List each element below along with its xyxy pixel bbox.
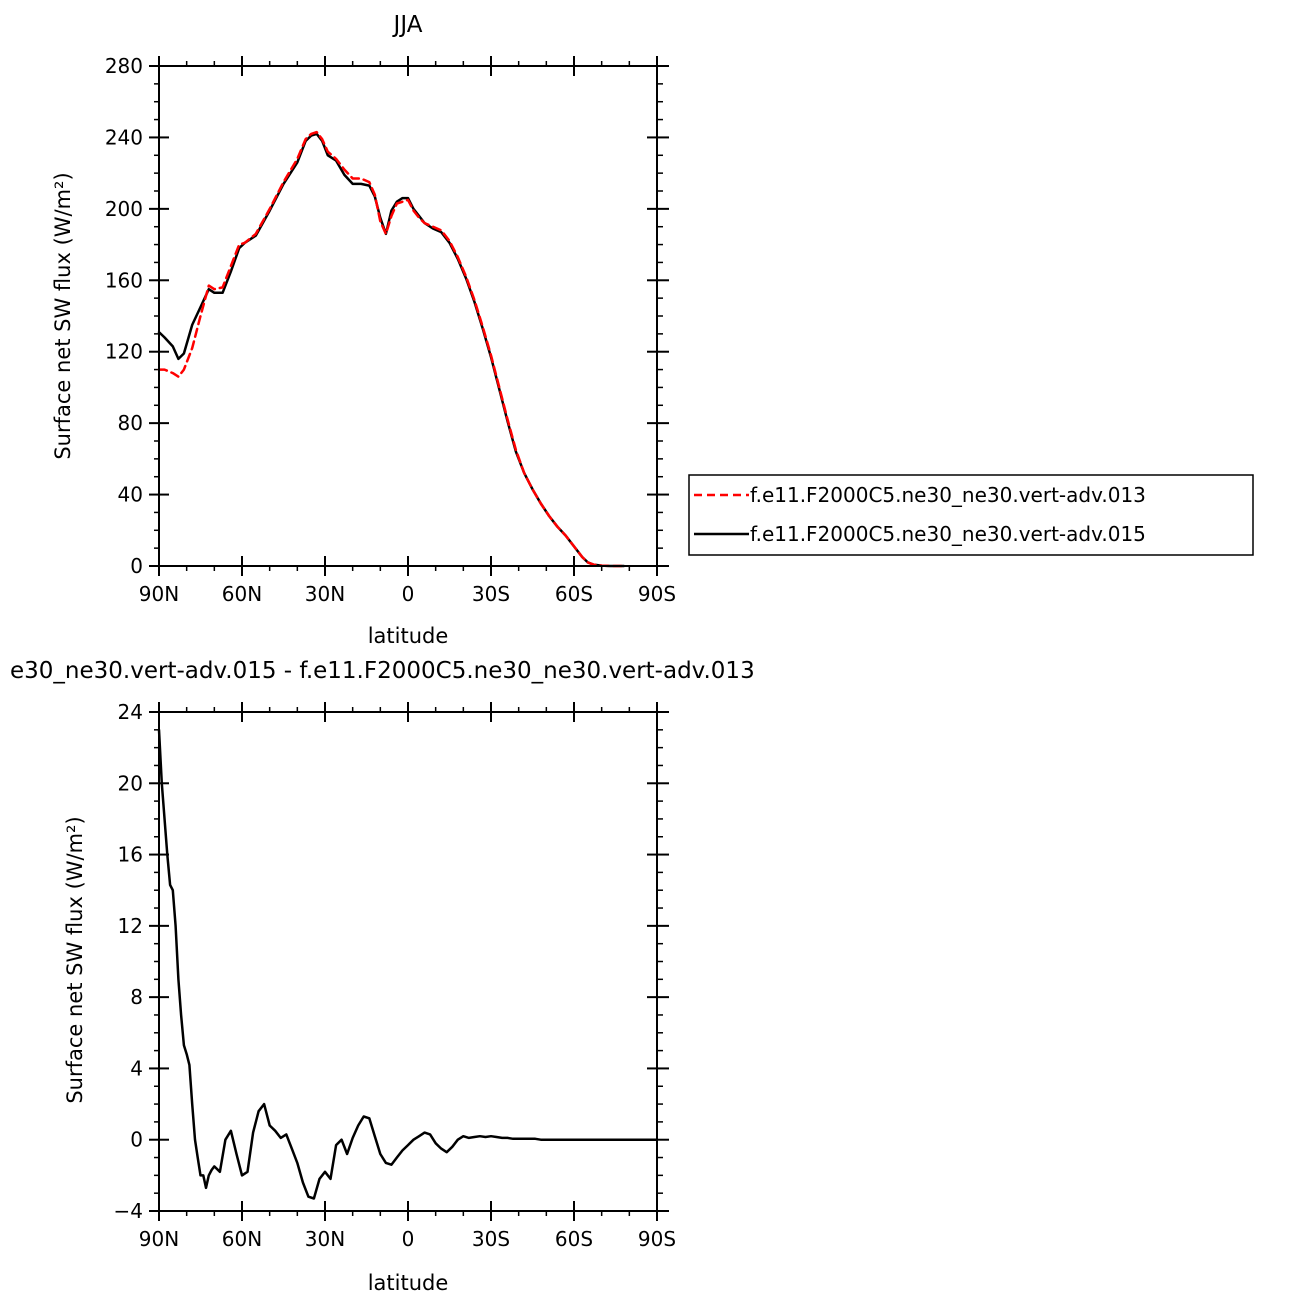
- top-y-tick-label: 280: [105, 54, 143, 78]
- bottom-plot-series: [157, 728, 659, 1200]
- bottom-x-tick-label: 90N: [139, 1227, 179, 1251]
- bottom-x-axis-title: latitude: [368, 1271, 449, 1295]
- top-y-tick-label: 240: [105, 125, 143, 149]
- top-x-tick-label: 0: [402, 582, 415, 606]
- top-y-axis-title: Surface net SW flux (W/m²): [51, 172, 75, 459]
- top-x-tick-label: 30S: [472, 582, 510, 606]
- top-y-tick-label: 40: [118, 483, 143, 507]
- top-y-tick-label: 200: [105, 197, 143, 221]
- bottom-x-tick-label: 60N: [222, 1227, 262, 1251]
- bottom-x-tick-label: 30S: [472, 1227, 510, 1251]
- top-plot-panel: JJA 90N 60N 30N 0 30S 60S 90S 0 40 80 120 160 200 240…: [51, 12, 676, 648]
- legend-label-series-015: f.e11.F2000C5.ne30_ne30.vert-adv.015: [750, 522, 1146, 546]
- bottom-y-axis-title: Surface net SW flux (W/m²): [63, 816, 87, 1103]
- bottom-plot-tick-labels: 90N 60N 30N 0 30S 60S 90S −4 0 4 8 12 16 20 24: [114, 700, 677, 1251]
- bottom-plot-panel: e30_ne30.vert-adv.015 - f.e11.F2000C5.ne…: [10, 658, 755, 1295]
- top-x-axis-title: latitude: [368, 624, 449, 648]
- bottom-y-tick-label: 16: [118, 843, 143, 867]
- top-y-tick-label: 160: [105, 268, 143, 292]
- bottom-x-tick-label: 60S: [555, 1227, 593, 1251]
- bottom-x-tick-label: 0: [402, 1227, 415, 1251]
- top-plot-title: JJA: [392, 12, 423, 38]
- legend-box: [688, 474, 1254, 556]
- legend-label-series-013: f.e11.F2000C5.ne30_ne30.vert-adv.013: [750, 483, 1146, 507]
- top-plot-tick-labels: 90N 60N 30N 0 30S 60S 90S 0 40 80 120 160 200 240 280: [105, 54, 676, 606]
- legend: f.e11.F2000C5.ne30_ne30.vert-adv.013 f.e…: [688, 474, 1254, 556]
- top-plot-series: [157, 130, 626, 568]
- bottom-plot-title: e30_ne30.vert-adv.015 - f.e11.F2000C5.ne…: [10, 658, 755, 684]
- top-y-tick-label: 80: [118, 411, 143, 435]
- top-plot-ticks: [149, 56, 669, 576]
- bottom-plot-frame: [158, 711, 658, 1212]
- bottom-y-tick-label: 4: [130, 1056, 143, 1080]
- top-x-tick-label: 60S: [555, 582, 593, 606]
- bottom-y-tick-label: −4: [114, 1199, 143, 1223]
- bottom-y-tick-label: 12: [118, 914, 143, 938]
- bottom-x-tick-label: 30N: [305, 1227, 345, 1251]
- bottom-y-tick-label: 0: [130, 1128, 143, 1152]
- top-plot-frame: [158, 65, 658, 567]
- bottom-y-tick-label: 24: [118, 700, 143, 724]
- top-series-line-1: [157, 132, 626, 568]
- top-series-line-0: [157, 130, 626, 568]
- top-y-tick-label: 120: [105, 340, 143, 364]
- bottom-y-tick-label: 20: [118, 771, 143, 795]
- bottom-y-tick-label: 8: [130, 985, 143, 1009]
- top-y-tick-label: 0: [130, 554, 143, 578]
- bottom-x-tick-label: 90S: [638, 1227, 676, 1251]
- top-x-tick-label: 90N: [139, 582, 179, 606]
- top-x-tick-label: 30N: [305, 582, 345, 606]
- top-x-tick-label: 60N: [222, 582, 262, 606]
- bottom-series-line-0: [157, 728, 659, 1200]
- top-x-tick-label: 90S: [638, 582, 676, 606]
